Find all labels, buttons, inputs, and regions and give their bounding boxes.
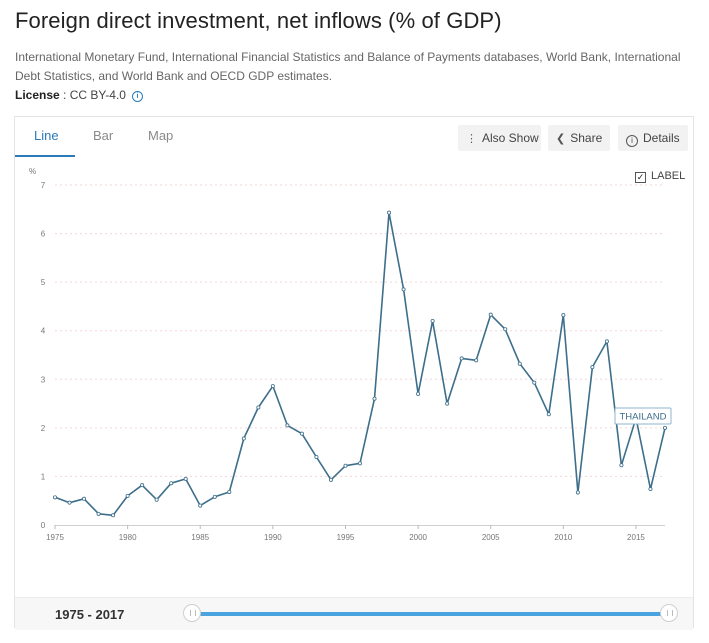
- tab-bar[interactable]: Bar: [93, 128, 114, 143]
- data-point: [357, 461, 362, 466]
- data-point: [198, 503, 203, 508]
- y-tick-label: 0: [41, 521, 46, 530]
- x-tick-label: 1975: [46, 533, 64, 542]
- y-tick-label: 2: [41, 424, 46, 433]
- data-point: [648, 487, 653, 492]
- also-show-label: Also Show: [482, 131, 539, 145]
- data-point: [285, 423, 290, 428]
- data-point: [53, 495, 58, 500]
- data-point: [328, 477, 333, 482]
- details-label: Details: [643, 131, 680, 145]
- data-point: [314, 454, 319, 459]
- x-tick-label: 2010: [554, 533, 572, 542]
- license-separator: :: [59, 88, 70, 102]
- tab-line[interactable]: Line: [34, 128, 59, 143]
- x-tick-label: 2005: [482, 533, 500, 542]
- also-show-button[interactable]: ⋮ Also Show: [458, 125, 541, 151]
- data-point: [503, 327, 508, 332]
- data-point: [575, 490, 580, 495]
- data-point: [474, 358, 479, 363]
- page-title: Foreign direct investment, net inflows (…: [15, 8, 502, 33]
- x-tick-label: 1995: [337, 533, 355, 542]
- share-icon: ❮: [556, 133, 566, 145]
- data-point: [169, 481, 174, 486]
- data-point: [227, 489, 232, 494]
- data-point: [488, 312, 493, 317]
- data-point: [372, 396, 377, 401]
- year-range-slider[interactable]: [193, 612, 668, 616]
- source-note: International Monetary Fund, Internation…: [15, 50, 681, 83]
- info-icon: i: [626, 135, 638, 147]
- label-toggle-text: LABEL: [651, 170, 686, 182]
- data-point: [546, 412, 551, 417]
- slider-end-handle[interactable]: [660, 604, 678, 622]
- data-point: [125, 493, 130, 498]
- data-point: [590, 365, 595, 370]
- details-button[interactable]: i Details: [618, 125, 688, 151]
- tab-map[interactable]: Map: [148, 128, 174, 143]
- y-tick-label: 7: [41, 181, 46, 190]
- data-point: [416, 391, 421, 396]
- data-point: [561, 313, 566, 318]
- x-tick-label: 1980: [119, 533, 137, 542]
- line-chart: 0 1 2 3 4 5 6 7% 1975 1980 1985 1990 1995 2000 2005 201…: [29, 167, 672, 542]
- data-point: [430, 318, 435, 323]
- vertical-dots-icon: ⋮: [466, 133, 477, 145]
- data-point: [241, 436, 246, 441]
- data-point: [343, 463, 348, 468]
- series-label-thailand: THAILAND: [620, 412, 667, 423]
- data-point: [532, 380, 537, 385]
- y-tick-label: 6: [41, 230, 46, 239]
- y-tick-label: 3: [41, 375, 46, 384]
- year-range-label: 1975 - 2017: [55, 607, 125, 622]
- license-line: License : CC BY-4.0 i: [15, 88, 143, 102]
- label-toggle[interactable]: ✓ LABEL: [635, 170, 685, 183]
- x-tick-label: 2015: [627, 533, 645, 542]
- data-point: [619, 463, 624, 468]
- y-tick-label: 5: [41, 278, 46, 287]
- data-point: [96, 511, 101, 516]
- data-point: [401, 287, 406, 292]
- license-label: License: [15, 88, 60, 102]
- share-button[interactable]: ❮ Share: [548, 125, 610, 151]
- data-point: [154, 497, 159, 502]
- data-point: [299, 431, 304, 436]
- y-tick-label: 1: [41, 472, 46, 481]
- series-line-thailand: [54, 211, 666, 517]
- y-axis-label: %: [29, 167, 36, 176]
- x-tick-label: 1985: [191, 533, 209, 542]
- data-point: [517, 361, 522, 366]
- data-point: [270, 384, 275, 389]
- x-tick-label: 2000: [409, 533, 427, 542]
- share-label: Share: [570, 131, 603, 145]
- data-point: [67, 500, 72, 505]
- data-point: [111, 513, 116, 518]
- y-tick-label: 4: [41, 327, 46, 336]
- license-info-icon[interactable]: i: [131, 91, 143, 102]
- data-point: [663, 425, 668, 430]
- chart-panel: Line Bar Map ⋮ Also Show ❮ Share i Details …: [14, 116, 694, 630]
- data-point: [459, 356, 464, 361]
- x-tick-label: 1990: [264, 533, 282, 542]
- license-value: CC BY-4.0: [69, 88, 126, 102]
- data-point: [256, 405, 261, 410]
- data-point: [212, 494, 217, 499]
- range-footer: 1975 - 2017: [15, 597, 693, 630]
- data-point: [140, 483, 145, 488]
- slider-start-handle[interactable]: [183, 604, 201, 622]
- chart-tabs: Line Bar Map ⋮ Also Show ❮ Share i Details: [15, 117, 693, 157]
- data-point: [82, 496, 87, 501]
- series-label-box: [614, 407, 672, 425]
- label-checkbox[interactable]: ✓: [635, 172, 646, 183]
- active-tab-indicator: [15, 155, 75, 157]
- data-point: [604, 339, 609, 344]
- data-point: [445, 401, 450, 406]
- data-point: [387, 210, 392, 215]
- data-point: [183, 476, 188, 481]
